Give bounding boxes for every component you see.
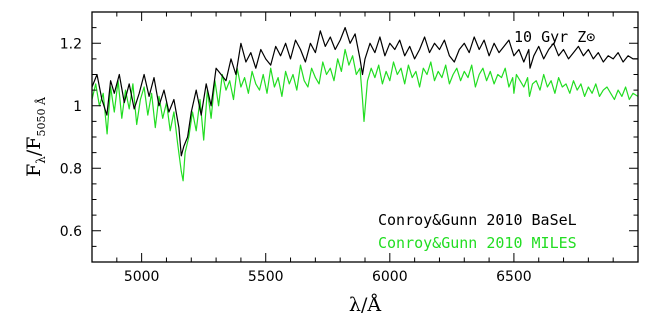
x-tick-label: 5000 bbox=[124, 269, 160, 285]
y-tick-label: 1.2 bbox=[60, 36, 82, 52]
series-line-miles bbox=[92, 48, 638, 182]
y-title-mid: /F bbox=[23, 137, 45, 157]
plot-frame bbox=[91, 11, 639, 263]
legend-miles: Conroy&Gunn 2010 MILES bbox=[378, 234, 577, 252]
y-tick-label: 1 bbox=[73, 99, 82, 115]
svg-text:Fλ/F5050 Å: Fλ/F5050 Å bbox=[23, 96, 48, 177]
y-title-sub2: 5050 Å bbox=[34, 96, 48, 136]
legend-basel: Conroy&Gunn 2010 BaSeL bbox=[378, 211, 577, 229]
y-tick-label: 0.8 bbox=[60, 161, 82, 177]
y-tick-label: 0.6 bbox=[60, 224, 82, 240]
y-title-main: F bbox=[23, 164, 45, 177]
series-line-basel bbox=[92, 27, 638, 157]
x-tick-label: 5500 bbox=[248, 269, 284, 285]
annotation-label: 10 Gyr Z⊙ bbox=[514, 28, 595, 46]
x-tick-label: 6000 bbox=[372, 269, 408, 285]
x-axis-title: λ/Å bbox=[349, 294, 381, 316]
x-tick-label: 6500 bbox=[496, 269, 532, 285]
y-axis-title: Fλ/F5050 Å bbox=[23, 96, 48, 177]
series-layer bbox=[92, 27, 638, 182]
ticks-layer: 5000 5500 6000 6500 0.6 0.8 1 1.2 bbox=[60, 11, 639, 285]
y-title-sub1: λ bbox=[34, 156, 48, 164]
